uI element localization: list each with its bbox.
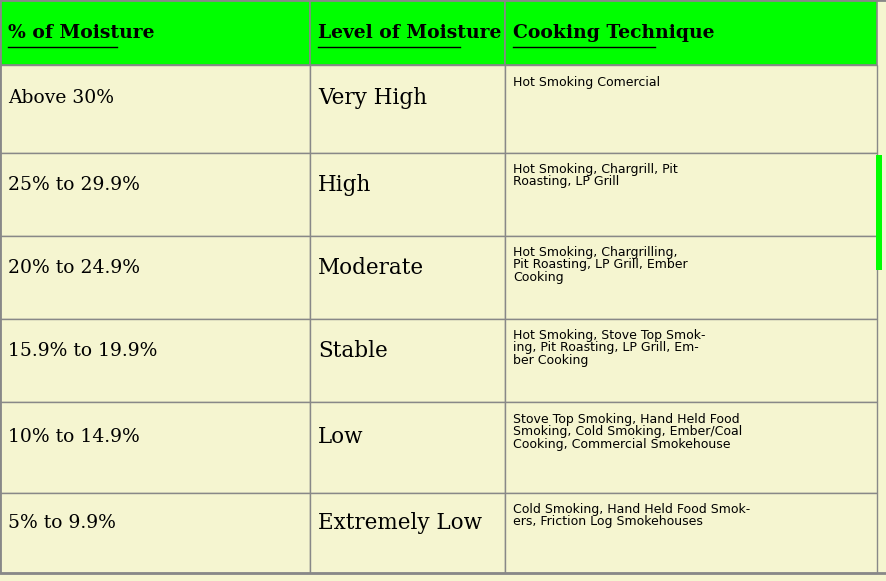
Text: Moderate: Moderate xyxy=(318,257,424,278)
Text: 25% to 29.9%: 25% to 29.9% xyxy=(8,175,140,193)
Bar xyxy=(875,155,881,270)
Text: Roasting, LP Grill: Roasting, LP Grill xyxy=(512,175,618,188)
Text: Very High: Very High xyxy=(318,87,427,109)
Bar xyxy=(0,236,309,319)
Bar xyxy=(309,153,504,236)
Text: Extremely Low: Extremely Low xyxy=(318,512,481,535)
Bar xyxy=(504,402,876,493)
Text: Pit Roasting, LP Grill, Ember: Pit Roasting, LP Grill, Ember xyxy=(512,259,687,271)
Bar xyxy=(504,0,876,65)
Text: % of Moisture: % of Moisture xyxy=(8,23,154,41)
Text: Level of Moisture: Level of Moisture xyxy=(318,23,501,41)
Bar xyxy=(0,0,309,65)
Bar xyxy=(0,153,309,236)
Bar xyxy=(0,402,309,493)
Bar xyxy=(504,65,876,153)
Text: Cooking, Commercial Smokehouse: Cooking, Commercial Smokehouse xyxy=(512,437,730,451)
Text: High: High xyxy=(318,174,371,196)
Text: Hot Smoking, Chargrill, Pit: Hot Smoking, Chargrill, Pit xyxy=(512,163,677,176)
Text: 20% to 24.9%: 20% to 24.9% xyxy=(8,259,140,277)
Bar xyxy=(0,65,309,153)
Text: Hot Smoking Comercial: Hot Smoking Comercial xyxy=(512,76,659,88)
Text: 5% to 9.9%: 5% to 9.9% xyxy=(8,514,116,532)
Text: Cooking: Cooking xyxy=(512,271,563,284)
Bar xyxy=(309,493,504,573)
Text: Cold Smoking, Hand Held Food Smok-: Cold Smoking, Hand Held Food Smok- xyxy=(512,503,750,515)
Bar xyxy=(0,319,309,402)
Bar xyxy=(504,153,876,236)
Bar xyxy=(309,0,504,65)
Text: Stove Top Smoking, Hand Held Food: Stove Top Smoking, Hand Held Food xyxy=(512,413,739,426)
Text: Hot Smoking, Chargrilling,: Hot Smoking, Chargrilling, xyxy=(512,246,677,259)
Bar xyxy=(504,236,876,319)
Text: 10% to 14.9%: 10% to 14.9% xyxy=(8,428,140,446)
Text: Cooking Technique: Cooking Technique xyxy=(512,23,714,41)
Bar xyxy=(504,493,876,573)
Text: Hot Smoking, Stove Top Smok-: Hot Smoking, Stove Top Smok- xyxy=(512,329,704,342)
Bar xyxy=(309,402,504,493)
Text: ing, Pit Roasting, LP Grill, Em-: ing, Pit Roasting, LP Grill, Em- xyxy=(512,342,698,354)
Text: Stable: Stable xyxy=(318,339,387,361)
Text: ber Cooking: ber Cooking xyxy=(512,354,587,367)
Text: Smoking, Cold Smoking, Ember/Coal: Smoking, Cold Smoking, Ember/Coal xyxy=(512,425,742,438)
Text: 15.9% to 19.9%: 15.9% to 19.9% xyxy=(8,342,157,360)
Bar xyxy=(309,319,504,402)
Bar xyxy=(504,319,876,402)
Text: Low: Low xyxy=(318,425,363,447)
Bar xyxy=(0,493,309,573)
Bar xyxy=(309,65,504,153)
Bar xyxy=(309,236,504,319)
Text: ers, Friction Log Smokehouses: ers, Friction Log Smokehouses xyxy=(512,515,702,528)
Text: Above 30%: Above 30% xyxy=(8,89,114,107)
